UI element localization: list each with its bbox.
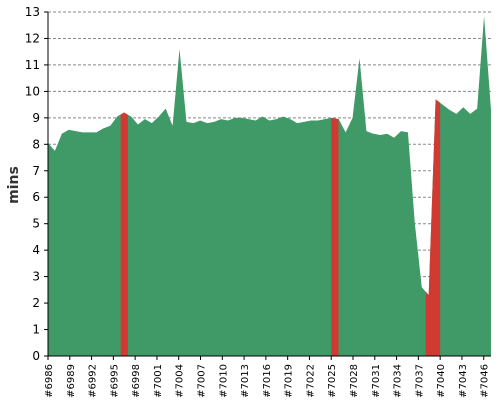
x-tick-label: #7034 bbox=[393, 364, 404, 398]
y-tick-label: 3 bbox=[32, 270, 40, 284]
highlight-segment bbox=[425, 99, 441, 356]
x-tick-label: #6992 bbox=[88, 364, 99, 398]
x-tick-label: #7022 bbox=[305, 364, 316, 398]
x-tick-label: #7010 bbox=[218, 364, 229, 398]
x-tick-label: #7004 bbox=[175, 364, 186, 398]
area-series bbox=[48, 15, 491, 356]
x-tick-label: #7031 bbox=[371, 364, 382, 398]
x-tick-label: #7040 bbox=[436, 364, 447, 398]
y-tick-label: 6 bbox=[32, 190, 40, 204]
x-tick-label: #7016 bbox=[262, 364, 273, 398]
x-tick-label: #6998 bbox=[131, 364, 142, 398]
y-tick-label: 12 bbox=[25, 31, 40, 45]
x-tick-label: #7028 bbox=[349, 364, 360, 398]
y-axis-title: mins bbox=[6, 166, 22, 204]
x-tick-label: #7025 bbox=[327, 364, 338, 398]
x-tick-label: #6995 bbox=[109, 364, 120, 398]
y-tick-label: 10 bbox=[25, 84, 40, 98]
y-tick-label: 9 bbox=[32, 111, 40, 125]
y-tick-label: 5 bbox=[32, 217, 40, 231]
x-tick-label: #7037 bbox=[414, 364, 425, 398]
x-tick-label: #7013 bbox=[240, 364, 251, 398]
y-tick-label: 1 bbox=[32, 323, 40, 337]
y-tick-label: 11 bbox=[25, 58, 40, 72]
series-area bbox=[48, 15, 491, 356]
x-axis: #6986 #6989 #6992 #6995 #6998 #7001 #7004 #7007… bbox=[44, 355, 491, 398]
y-tick-label: 0 bbox=[32, 349, 40, 363]
y-tick-label: 7 bbox=[32, 164, 40, 178]
x-tick-label: #7001 bbox=[153, 364, 164, 398]
y-tick-label: 13 bbox=[25, 5, 40, 19]
y-tick-label: 8 bbox=[32, 137, 40, 151]
highlight-segment bbox=[331, 117, 339, 356]
highlight-segment bbox=[120, 112, 128, 356]
x-tick-label: #7043 bbox=[458, 364, 469, 398]
x-tick-label: #7046 bbox=[480, 364, 491, 398]
y-tick-label: 4 bbox=[32, 243, 40, 257]
y-tick-label: 2 bbox=[32, 296, 40, 310]
x-tick-label: #7019 bbox=[284, 364, 295, 398]
x-tick-label: #6986 bbox=[44, 364, 55, 398]
x-tick-label: #7007 bbox=[197, 364, 208, 398]
x-tick-label: #6989 bbox=[66, 364, 77, 398]
